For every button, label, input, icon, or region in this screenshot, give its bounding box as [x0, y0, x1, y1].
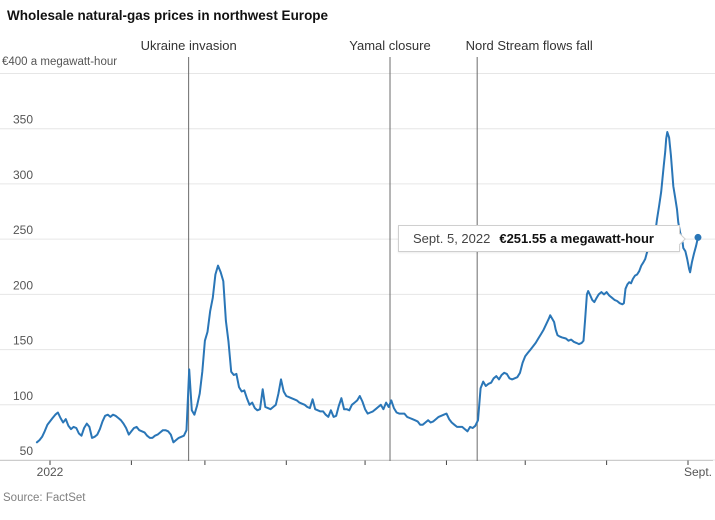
data-point-tooltip: Sept. 5, 2022 €251.55 a megawatt-hour: [398, 225, 686, 252]
page-title: Wholesale natural-gas prices in northwes…: [7, 8, 329, 23]
y-axis-unit-label: €400 a megawatt-hour: [2, 56, 118, 68]
x-axis-end-label: Sept.: [683, 465, 712, 479]
annotation-ukraine-invasion: Ukraine invasion: [140, 38, 237, 53]
annotation-nord-stream-flows-fall: Nord Stream flows fall: [465, 38, 593, 53]
y-tick-label-300: 300: [13, 168, 33, 182]
annotation-yamal-closure: Yamal closure: [349, 38, 431, 53]
y-tick-label-150: 150: [13, 334, 33, 348]
tooltip-value: €251.55 a megawatt-hour: [499, 231, 654, 246]
y-tick-label-200: 200: [13, 278, 33, 292]
y-tick-label-50: 50: [20, 444, 34, 458]
y-tick-label-250: 250: [13, 223, 33, 237]
source-credit: Source: FactSet: [3, 492, 86, 504]
y-tick-label-350: 350: [13, 113, 33, 127]
last-point-marker[interactable]: [694, 233, 702, 241]
tooltip-date: Sept. 5, 2022: [413, 231, 491, 246]
y-tick-label-100: 100: [13, 389, 33, 403]
x-axis-start-label: 2022: [36, 465, 64, 479]
series-line-gas-price[interactable]: [35, 131, 699, 444]
